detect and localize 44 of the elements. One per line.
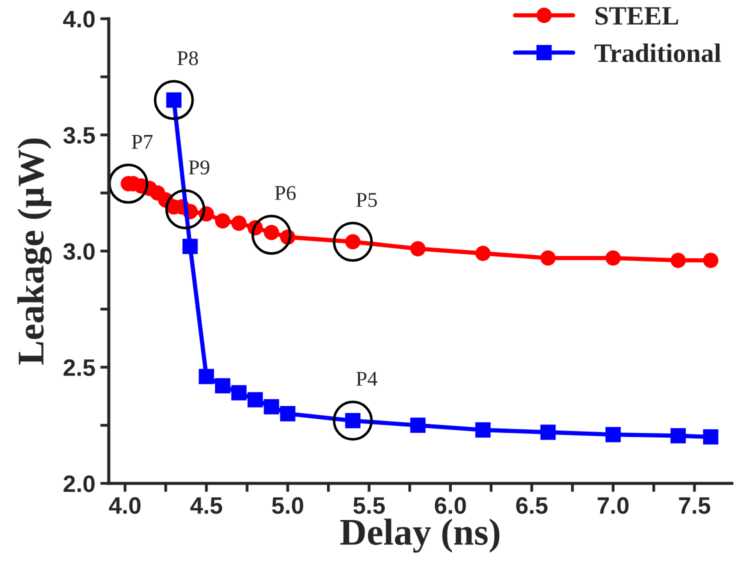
annotation: P8 [177, 51, 198, 66]
point [231, 216, 247, 231]
legend-label: STEEL [596, 7, 678, 25]
point [475, 422, 491, 438]
point [605, 426, 621, 442]
point [410, 241, 426, 256]
x-tick-label: 7.0 [598, 497, 629, 514]
point [182, 238, 198, 254]
point [540, 250, 556, 266]
point [280, 406, 296, 422]
point [703, 252, 718, 268]
x-tick-label: 4.5 [190, 497, 222, 514]
point [215, 213, 230, 228]
y-tick-label: 3.0 [63, 243, 95, 260]
x-tick-label: 5.5 [353, 497, 385, 514]
y-axis-title: Leakage (μW) [17, 138, 52, 365]
point [248, 392, 263, 408]
y-tick-label: 2.0 [64, 475, 95, 492]
point [231, 385, 247, 400]
point [410, 418, 426, 433]
x-tick-label: 5.0 [272, 497, 304, 514]
point [475, 246, 491, 262]
point [540, 424, 556, 440]
x-tick-label: 7.5 [679, 497, 710, 514]
point [703, 429, 718, 445]
legend-label: Traditional [594, 44, 721, 62]
x-tick-label: 4.0 [108, 497, 140, 514]
y-tick-label: 4.0 [63, 10, 95, 28]
point [264, 399, 280, 414]
point [670, 428, 686, 444]
point [670, 252, 686, 268]
annotation: P5 [356, 193, 377, 207]
annotation: P6 [274, 186, 296, 200]
x-axis-title: Delay (ns) [340, 518, 500, 553]
point [215, 378, 230, 394]
x-tick-label: 6.5 [516, 497, 548, 514]
annotation: P7 [132, 135, 153, 149]
y-tick-label: 2.5 [64, 359, 95, 376]
point [198, 368, 214, 384]
y-tick-label: 3.5 [63, 126, 95, 144]
point [605, 250, 621, 266]
annotation: P4 [356, 372, 378, 386]
annotation: P9 [188, 160, 210, 174]
x-tick-label: 6.0 [434, 497, 466, 514]
